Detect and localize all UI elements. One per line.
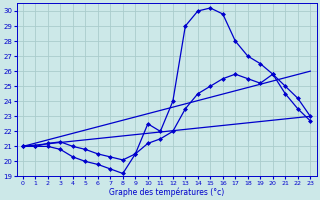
X-axis label: Graphe des températures (°c): Graphe des températures (°c) — [109, 187, 224, 197]
